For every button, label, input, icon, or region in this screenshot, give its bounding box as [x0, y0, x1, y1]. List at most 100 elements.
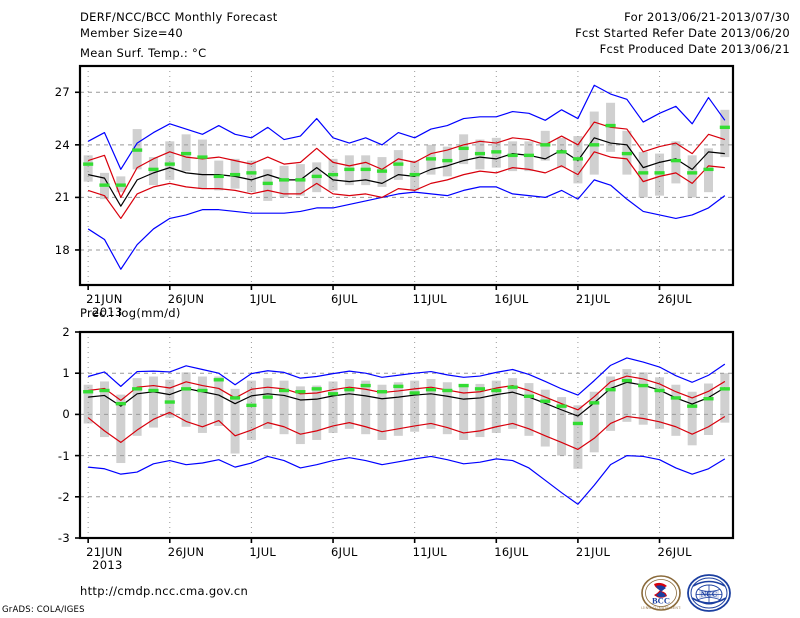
x-axis-tick-label: 21JUN [86, 545, 123, 559]
observed-value-dash [442, 158, 453, 163]
x-axis-tick-label: 26JUL [657, 545, 692, 559]
observed-value-dash [99, 183, 110, 187]
observed-value-dash [523, 394, 534, 398]
ensemble-spread-bar [442, 382, 452, 435]
series-line-lower-quartile [87, 151, 725, 220]
ensemble-spread-bar [377, 384, 387, 440]
ensemble-spread-bar [655, 377, 665, 429]
observed-value-dash [360, 167, 371, 172]
x-axis-tick-label: 11JUL [412, 545, 448, 559]
observed-value-dash [246, 403, 257, 408]
ensemble-spread-bar [524, 383, 534, 436]
observed-value-dash [719, 125, 730, 130]
ensemble-spread-bar [132, 378, 142, 436]
series-line-ensemble-mean [88, 381, 726, 417]
x-axis-tick-label: 6JUL [331, 292, 358, 306]
observed-value-dash [458, 383, 469, 388]
y-axis-tick-label: -3 [57, 531, 70, 545]
observed-value-dash [703, 397, 714, 401]
observed-value-dash [654, 171, 665, 175]
ensemble-spread-bar [230, 388, 240, 454]
observed-value-dash [197, 388, 208, 393]
ensemble-spread-bar [181, 372, 191, 427]
observed-value-dash [670, 396, 681, 400]
observed-value-dash [687, 171, 698, 175]
observed-value-dash [474, 151, 486, 156]
series-line-ensemble-maximum [87, 84, 726, 170]
observed-value-dash [311, 387, 322, 391]
observed-value-dash [83, 162, 94, 166]
page-title: DERF/NCC/BCC Monthly Forecast [80, 10, 278, 24]
x-axis-tick-label: 6JUL [331, 545, 358, 559]
observed-value-dash [181, 387, 192, 391]
ensemble-spread-bar [687, 155, 697, 198]
temperature-panel-title: Mean Surf. Temp.: °C [80, 46, 207, 60]
ensemble-spread-bar [148, 157, 158, 186]
y-axis-tick-label: 21 [54, 190, 70, 205]
observed-value-dash [654, 388, 665, 393]
observed-value-dash [148, 167, 159, 172]
ensemble-spread-bar [197, 376, 207, 433]
observed-value-dash [507, 153, 518, 158]
ensemble-spread-bar [655, 153, 665, 196]
observed-value-dash [376, 169, 388, 173]
member-size-label: Member Size=40 [80, 26, 184, 40]
cmdp-url-link[interactable]: http://cmdp.ncc.cma.gov.cn [80, 584, 249, 598]
ensemble-spread-bar [165, 379, 175, 418]
observed-value-dash [425, 157, 437, 161]
observed-value-dash [393, 384, 404, 389]
observed-value-dash [148, 388, 159, 393]
ensemble-spread-bar [197, 139, 207, 189]
observed-value-dash [213, 378, 224, 382]
plot-frame [78, 64, 735, 287]
observed-value-dash [181, 151, 192, 156]
observed-value-dash [540, 143, 551, 147]
ensemble-spread-bar [720, 109, 730, 158]
ensemble-spread-bar [279, 380, 289, 435]
observed-value-dash [327, 172, 339, 177]
ensemble-spread-bar [214, 376, 224, 426]
ensemble-spread-bar [671, 141, 681, 184]
ensemble-spread-bar [410, 380, 420, 432]
plot-frame [78, 330, 735, 540]
series-line-ensemble-minimum [87, 179, 726, 270]
observed-value-dash [393, 162, 404, 166]
x-axis-tick-label: 16JUL [494, 545, 529, 559]
x-axis-tick-label: 16JUL [494, 292, 529, 306]
observed-value-dash [621, 378, 632, 383]
precipitation-panel-title: Prec.: log(mm/d) [80, 306, 181, 320]
observed-value-dash [442, 388, 453, 393]
observed-value-dash [556, 404, 567, 408]
observed-value-dash [311, 174, 322, 179]
observed-value-dash [376, 390, 388, 394]
ensemble-spread-bar [116, 394, 126, 464]
observed-value-dash [409, 172, 420, 177]
observed-value-dash [295, 390, 306, 394]
ensemble-spread-bar [557, 397, 567, 456]
observed-value-dash [262, 181, 273, 186]
ensemble-spread-bar [687, 391, 697, 446]
observed-value-dash [589, 143, 600, 147]
observed-value-dash [115, 183, 126, 187]
observed-value-dash [360, 383, 371, 388]
x-axis-tick-label: 26JUN [167, 292, 205, 306]
observed-value-dash [164, 162, 175, 166]
x-axis-year-label: 2013 [92, 305, 123, 319]
series-line-upper-quartile [88, 375, 726, 411]
observed-value-dash [344, 167, 355, 172]
x-axis-tick-label: 26JUN [167, 545, 205, 559]
ensemble-spread-bar [540, 389, 550, 447]
ensemble-spread-bar [279, 165, 289, 198]
observed-value-dash [425, 387, 437, 392]
observed-value-dash [327, 392, 339, 396]
x-axis-tick-label: 21JUL [575, 545, 611, 559]
observed-value-dash [556, 150, 567, 154]
ensemble-spread-bar [295, 386, 305, 445]
observed-value-dash [132, 148, 143, 152]
grads-credit-label: GrADS: COLA/IGES [2, 605, 85, 615]
ensemble-spread-bar [263, 169, 273, 201]
observed-value-dash [621, 151, 632, 156]
ensemble-spread-bar [508, 378, 518, 429]
y-axis-tick-label: -1 [57, 448, 70, 463]
svg-text:BEIJING CLIMATE CENTER: BEIJING CLIMATE CENTER [641, 606, 681, 610]
